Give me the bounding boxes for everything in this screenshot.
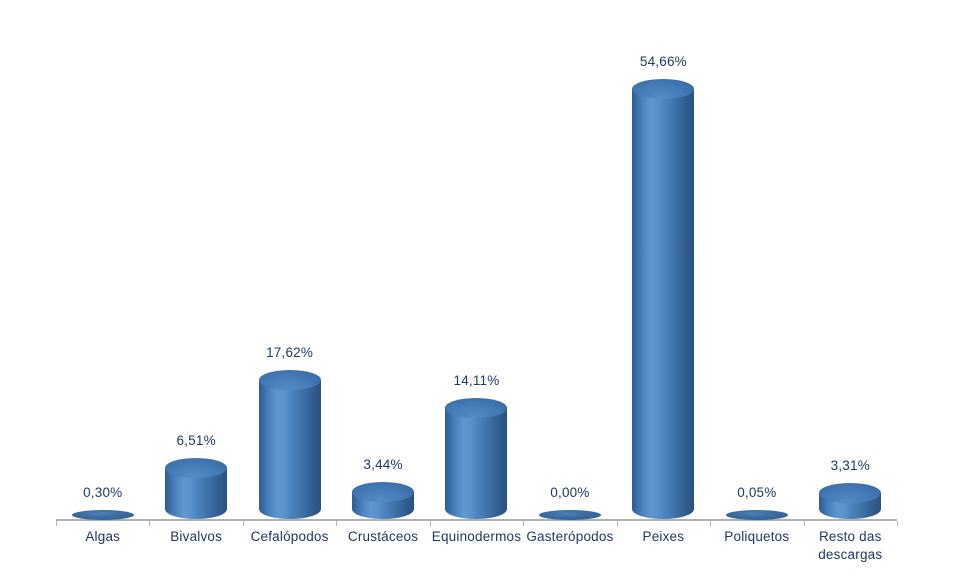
- category-label-resto-das-descargas: Resto das descargas: [818, 529, 883, 563]
- bar-column-gasteropodos: 0,00%: [523, 0, 616, 520]
- bar-body-cefalopodos: [258, 380, 321, 519]
- category-label-cefalopodos: Cefalópodos: [250, 529, 329, 544]
- bar-column-crustaceos: 3,44%: [336, 0, 429, 519]
- x-axis-tick: [149, 521, 151, 526]
- bar-peixes: [632, 78, 695, 519]
- bar-top-peixes: [632, 78, 695, 99]
- bar-cefalopodos: [258, 370, 321, 519]
- bar-gasteropodos: [538, 510, 601, 520]
- category-label-crustaceos: Crustáceos: [347, 529, 419, 544]
- value-label-gasteropodos: 0,00%: [550, 485, 590, 500]
- bar-poliquetos: [725, 510, 788, 520]
- x-axis-line: [56, 519, 897, 521]
- category-label-bivalvos: Bivalvos: [170, 529, 223, 544]
- bar-top-bivalvos: [165, 457, 228, 478]
- value-label-cefalopodos: 17,62%: [266, 345, 314, 361]
- bar-column-algas: 0,30%: [56, 0, 149, 520]
- bar-crustaceos: [352, 481, 415, 519]
- bar-body-equinodermos: [445, 407, 508, 519]
- x-axis-tick: [897, 521, 898, 526]
- bar-column-poliquetos: 0,05%: [710, 0, 803, 520]
- x-axis-tick: [616, 521, 618, 526]
- value-label-peixes: 54,66%: [639, 53, 687, 69]
- bar-column-equinodermos: 14,11%: [430, 0, 523, 519]
- bar-algas: [71, 510, 134, 520]
- value-label-resto-das-descargas: 3,31%: [830, 457, 870, 473]
- bar-column-peixes: 54,66%: [617, 0, 710, 519]
- x-axis-tick: [336, 521, 338, 526]
- bar-top-cefalopodos: [258, 370, 321, 391]
- bar-equinodermos: [445, 397, 508, 519]
- bar-bivalvos: [165, 457, 228, 519]
- x-axis-tick: [803, 521, 805, 526]
- bar-column-bivalvos: 6,51%: [149, 0, 242, 519]
- category-label-gasteropodos: Gasterópodos: [526, 529, 614, 544]
- category-label-algas: Algas: [85, 529, 121, 544]
- x-axis-tick: [710, 521, 712, 526]
- x-axis-tick: [523, 521, 525, 526]
- value-label-bivalvos: 6,51%: [176, 432, 216, 448]
- value-label-poliquetos: 0,05%: [737, 485, 777, 500]
- x-axis-tick: [429, 521, 431, 526]
- x-axis-tick: [242, 521, 244, 526]
- value-label-crustaceos: 3,44%: [363, 456, 403, 472]
- category-label-peixes: Peixes: [642, 529, 685, 544]
- bar-resto-das-descargas: [819, 482, 882, 519]
- value-label-algas: 0,30%: [83, 485, 123, 500]
- bar-body-peixes: [632, 88, 695, 519]
- category-label-poliquetos: Poliquetos: [724, 529, 790, 544]
- bar-top-resto-das-descargas: [819, 482, 882, 503]
- x-axis-tick: [56, 521, 57, 526]
- category-label-equinodermos: Equinodermos: [431, 529, 522, 544]
- bar-column-cefalopodos: 17,62%: [243, 0, 336, 519]
- value-label-equinodermos: 14,11%: [453, 372, 500, 388]
- bar-top-crustaceos: [352, 481, 415, 502]
- bar-top-equinodermos: [445, 397, 508, 418]
- bar-column-resto-das-descargas: 3,31%: [804, 0, 897, 519]
